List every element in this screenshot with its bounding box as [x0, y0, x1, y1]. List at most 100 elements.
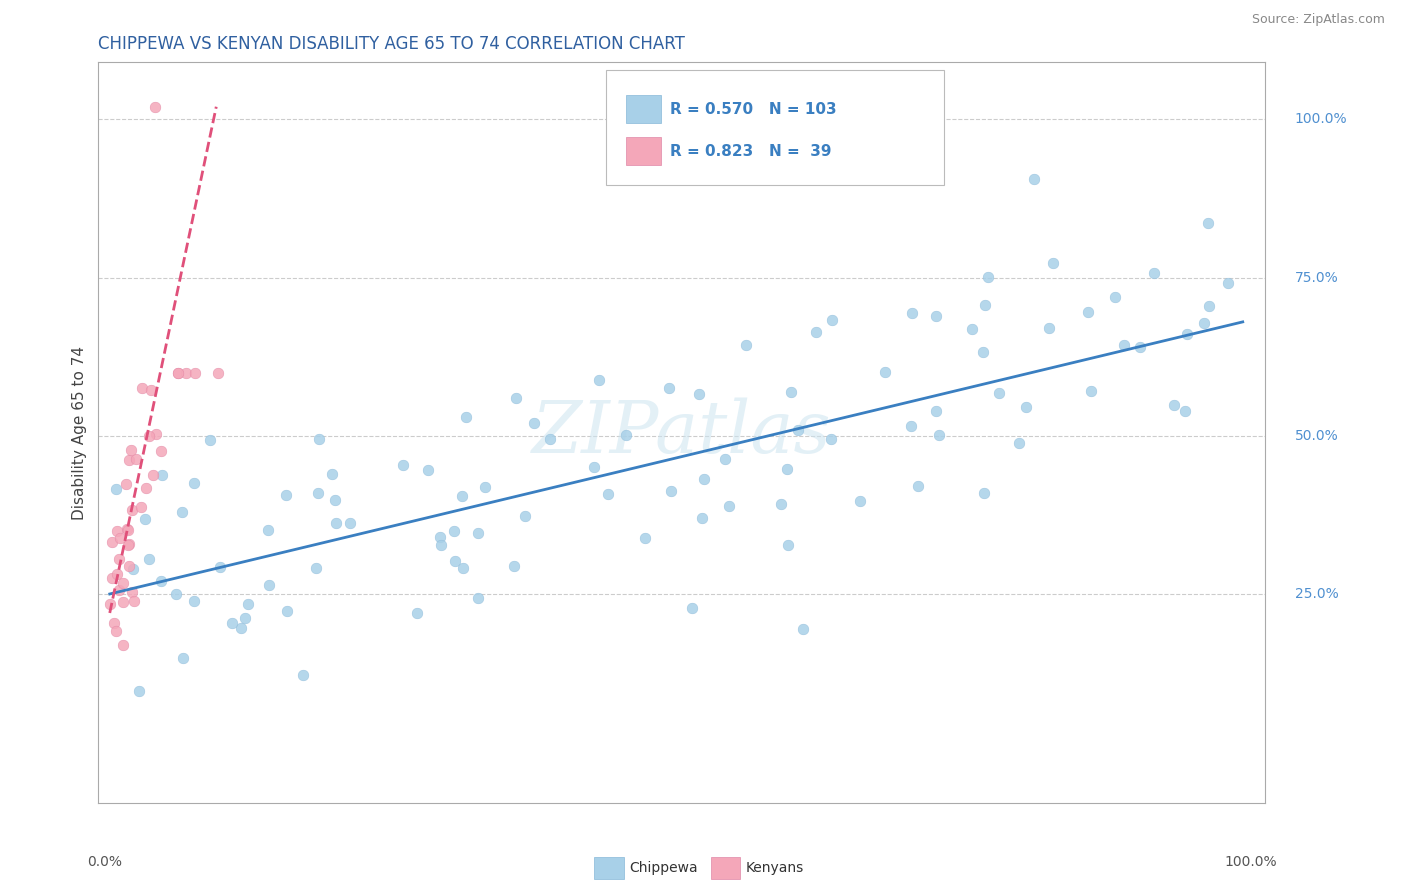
Point [145, 426, 167, 441]
Text: CHIPPEWA VS KENYAN DISABILITY AGE 65 TO 74 CORRELATION CHART: CHIPPEWA VS KENYAN DISABILITY AGE 65 TO … [98, 35, 685, 53]
Point [172, 650, 194, 665]
Point [804, 325, 827, 339]
Point [429, 537, 451, 551]
Point [406, 606, 429, 620]
Text: 0.0%: 0.0% [87, 855, 122, 869]
Point [1112, 337, 1135, 351]
Y-axis label: Disability Age 65 to 74: Disability Age 65 to 74 [72, 345, 87, 520]
Point [122, 594, 145, 608]
Point [1038, 320, 1060, 334]
Point [634, 531, 657, 545]
Point [170, 505, 193, 519]
Text: ZIPatlas: ZIPatlas [531, 397, 832, 468]
Point [1022, 172, 1045, 186]
Point [690, 510, 713, 524]
Point [118, 453, 141, 467]
Text: 100.0%: 100.0% [1225, 855, 1277, 869]
FancyBboxPatch shape [606, 70, 945, 185]
Point [392, 458, 415, 473]
Point [776, 462, 799, 476]
Point [117, 523, 139, 537]
Point [1104, 290, 1126, 304]
Point [792, 622, 814, 636]
Point [1007, 436, 1029, 450]
Point [849, 494, 872, 508]
Point [143, 100, 166, 114]
Point [103, 615, 125, 630]
Point [100, 571, 122, 585]
Point [538, 432, 561, 446]
Point [925, 309, 948, 323]
Point [325, 516, 347, 531]
Point [142, 468, 165, 483]
Point [115, 477, 138, 491]
Text: R = 0.570   N = 103: R = 0.570 N = 103 [671, 102, 837, 117]
Point [118, 537, 141, 551]
Point [198, 434, 221, 448]
Point [105, 524, 128, 539]
Point [693, 472, 716, 486]
Point [166, 366, 188, 380]
Point [150, 467, 173, 482]
Point [105, 567, 128, 582]
Point [444, 554, 467, 568]
Point [150, 443, 173, 458]
Point [101, 534, 124, 549]
Point [523, 417, 546, 431]
Point [121, 503, 143, 517]
Point [988, 386, 1011, 401]
Point [339, 516, 361, 530]
Point [107, 583, 129, 598]
Point [1197, 217, 1219, 231]
Point [207, 366, 229, 380]
Point [111, 595, 134, 609]
Point [713, 451, 735, 466]
Point [129, 500, 152, 515]
Point [183, 366, 205, 380]
Point [307, 486, 329, 500]
Bar [626, 95, 661, 123]
Point [165, 587, 187, 601]
Text: R = 0.823   N =  39: R = 0.823 N = 39 [671, 144, 832, 159]
Point [616, 428, 638, 442]
Point [1077, 305, 1099, 319]
Point [467, 591, 489, 605]
Point [276, 604, 298, 618]
Point [960, 321, 983, 335]
Point [1143, 266, 1166, 280]
Point [505, 391, 527, 405]
Point [166, 366, 188, 380]
Point [474, 480, 496, 494]
Point [1080, 384, 1102, 398]
Text: 100.0%: 100.0% [1295, 112, 1347, 127]
Point [429, 530, 451, 544]
Point [183, 476, 205, 491]
Point [209, 560, 232, 574]
Point [276, 488, 298, 502]
Point [503, 559, 526, 574]
Point [108, 552, 131, 566]
Point [1192, 317, 1215, 331]
Point [112, 638, 135, 652]
Point [183, 594, 205, 608]
Point [681, 600, 703, 615]
Point [821, 313, 844, 327]
Point [118, 559, 141, 574]
Point [776, 538, 799, 552]
Point [256, 523, 278, 537]
Point [1129, 340, 1152, 354]
Point [1174, 404, 1197, 418]
Point [236, 598, 259, 612]
Text: 75.0%: 75.0% [1295, 270, 1339, 285]
Point [734, 338, 756, 352]
Point [769, 497, 792, 511]
Point [925, 404, 948, 418]
Point [1163, 398, 1185, 412]
Point [820, 432, 842, 446]
Point [221, 616, 243, 631]
Point [972, 345, 994, 359]
Point [110, 532, 132, 546]
Point [583, 459, 606, 474]
Point [233, 611, 256, 625]
Point [134, 512, 156, 526]
